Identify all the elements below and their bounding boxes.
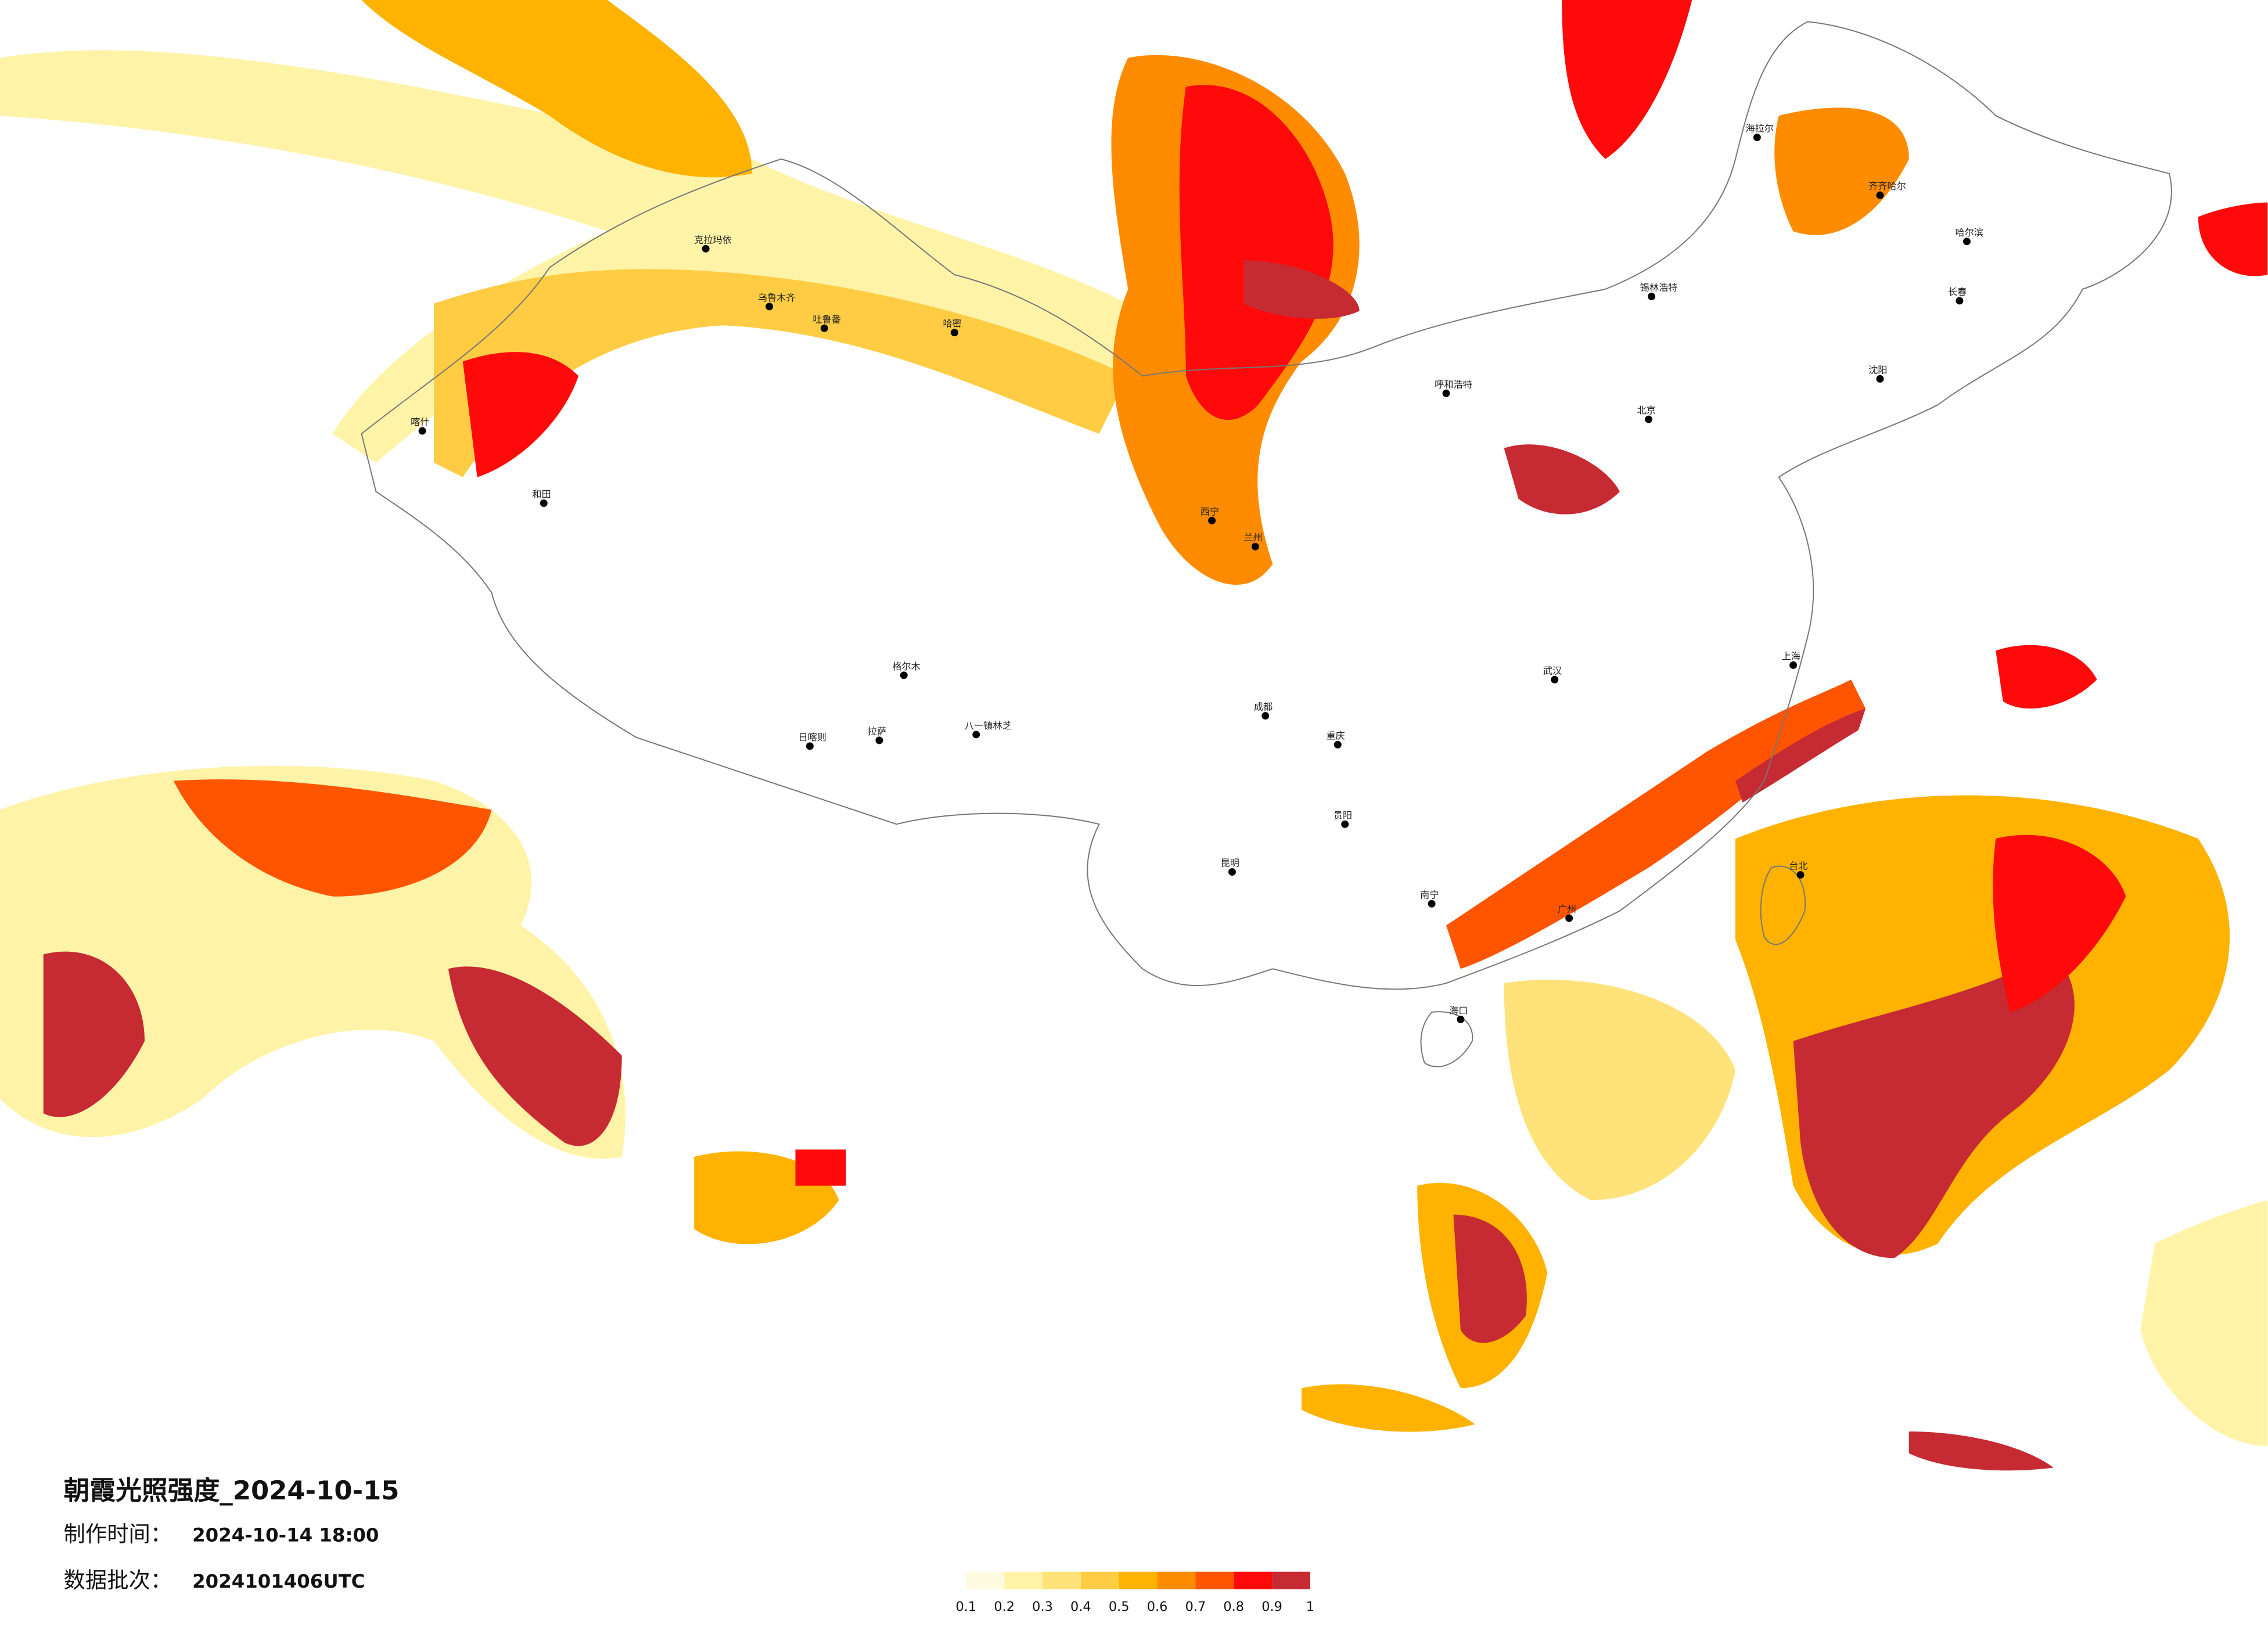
map-title: 朝霞光照强度_2024-10-15 xyxy=(64,1475,400,1506)
country-border xyxy=(361,21,2172,990)
legend-swatch xyxy=(966,1571,1005,1589)
city-dot xyxy=(820,324,828,332)
city-label: 海拉尔 xyxy=(1745,123,1774,134)
legend-swatch xyxy=(1004,1571,1043,1589)
city-label: 北京 xyxy=(1637,405,1656,416)
city-label: 哈密 xyxy=(943,318,961,329)
made-label: 制作时间： xyxy=(64,1521,172,1546)
hainan-border xyxy=(1420,1011,1473,1067)
city-dot xyxy=(1963,238,1971,246)
city-dot xyxy=(1341,820,1349,828)
legend-swatch xyxy=(1195,1571,1234,1589)
city-label: 格尔木 xyxy=(892,661,921,672)
city-dot xyxy=(1789,661,1798,669)
city-dot xyxy=(1551,675,1559,684)
legend-tick-label: 0.6 xyxy=(1147,1599,1168,1614)
city-dot xyxy=(1457,1015,1465,1023)
legend-swatch xyxy=(1234,1571,1273,1589)
city-dot xyxy=(900,671,908,679)
city-dot xyxy=(540,499,548,507)
city-dot xyxy=(972,731,980,739)
city-label: 台北 xyxy=(1789,860,1807,871)
city-dot xyxy=(1208,516,1216,524)
city-label: 贵阳 xyxy=(1334,810,1352,821)
legend-swatch xyxy=(1080,1571,1119,1589)
city-label: 成都 xyxy=(1254,702,1273,713)
city-label: 广州 xyxy=(1558,904,1576,915)
legend-tick-label: 1 xyxy=(1306,1599,1314,1614)
city-label: 克拉玛依 xyxy=(694,234,732,245)
city-label: 拉萨 xyxy=(868,726,886,737)
city-label: 沈阳 xyxy=(1868,364,1887,375)
city-dot xyxy=(765,303,774,311)
city-dot xyxy=(1251,542,1259,551)
legend-tick-label: 0.9 xyxy=(1261,1599,1282,1614)
city-label: 昆明 xyxy=(1221,858,1239,869)
city-dot xyxy=(1565,914,1573,922)
city-label: 日喀则 xyxy=(798,732,826,743)
legend-tick-label: 0.1 xyxy=(955,1599,976,1614)
city-label: 武汉 xyxy=(1543,665,1562,676)
city-dot xyxy=(875,736,883,744)
legend-swatch xyxy=(1272,1571,1310,1589)
city-dot xyxy=(806,742,814,750)
city-dot xyxy=(1428,900,1436,908)
city-dot xyxy=(950,329,958,337)
legend-tick-label: 0.5 xyxy=(1109,1599,1130,1614)
legend-tick-label: 0.4 xyxy=(1070,1599,1091,1614)
city-label: 南宁 xyxy=(1420,889,1439,900)
city-dot xyxy=(1261,712,1270,720)
city-dot xyxy=(1876,375,1884,383)
city-label: 和田 xyxy=(532,489,551,500)
city-label: 呼和浩特 xyxy=(1435,379,1472,390)
legend-tick-label: 0.8 xyxy=(1223,1599,1244,1614)
city-dot xyxy=(1228,868,1236,876)
intensity-field xyxy=(0,0,2268,1471)
city-label: 锡林浩特 xyxy=(1640,282,1678,293)
city-dot xyxy=(1442,389,1450,397)
legend-tick-label: 0.3 xyxy=(1032,1599,1053,1614)
city-label: 八一镇林芝 xyxy=(965,720,1012,731)
legend-swatch xyxy=(1157,1571,1196,1589)
legend-tick-label: 0.7 xyxy=(1185,1599,1206,1614)
city-dot xyxy=(1876,191,1884,199)
city-label: 长春 xyxy=(1948,286,1967,297)
batch-label: 数据批次： xyxy=(64,1567,172,1593)
city-dot xyxy=(1956,297,1964,305)
legend: 0.1 0.2 0.3 0.4 0.5 0.6 0.7 0.8 0.9 1 xyxy=(955,1571,1314,1614)
city-label: 海口 xyxy=(1449,1005,1468,1016)
city-label: 喀什 xyxy=(411,416,429,427)
batch-value: 2024101406UTC xyxy=(192,1570,365,1592)
city-dot xyxy=(1796,870,1805,879)
city-dot xyxy=(418,427,426,435)
city-dot xyxy=(1648,292,1656,300)
city-label: 吐鲁番 xyxy=(813,314,841,325)
city-label: 哈尔滨 xyxy=(1955,227,1983,238)
city-label: 西宁 xyxy=(1201,506,1219,517)
city-label: 上海 xyxy=(1782,650,1800,661)
city-dot xyxy=(702,244,710,253)
city-dot xyxy=(1753,134,1761,142)
city-dot xyxy=(1334,740,1342,749)
made-value: 2024-10-14 18:00 xyxy=(192,1524,379,1546)
city-label: 重庆 xyxy=(1326,730,1345,741)
legend-swatch xyxy=(1119,1571,1158,1589)
legend-swatch xyxy=(1043,1571,1081,1589)
city-label: 乌鲁木齐 xyxy=(758,292,796,303)
city-label: 齐齐哈尔 xyxy=(1868,181,1906,192)
city-label: 兰州 xyxy=(1243,532,1262,543)
city-dot xyxy=(1645,415,1653,423)
legend-tick-label: 0.2 xyxy=(994,1599,1015,1614)
